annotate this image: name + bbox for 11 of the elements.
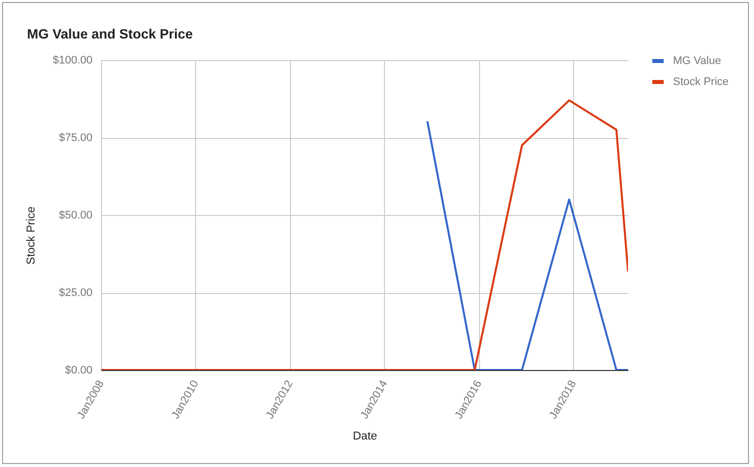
legend-label: Stock Price <box>673 76 729 88</box>
y-tick-label: $75.00 <box>58 132 92 144</box>
y-tick-label: $25.00 <box>58 287 92 299</box>
y-tick-label: $0.00 <box>64 364 92 376</box>
x-axis-title: Date <box>352 430 378 442</box>
y-axis-title: Stock Price <box>26 206 38 265</box>
legend-label: MG Value <box>673 55 722 67</box>
y-tick-label: $100.00 <box>52 54 92 66</box>
y-tick-label: $50.00 <box>58 210 92 222</box>
line-series <box>101 99 628 370</box>
chart-title: MG Value and Stock Price <box>27 26 194 42</box>
